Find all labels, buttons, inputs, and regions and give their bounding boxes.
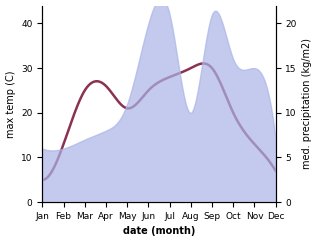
Y-axis label: max temp (C): max temp (C) — [5, 70, 16, 138]
X-axis label: date (month): date (month) — [123, 227, 195, 236]
Y-axis label: med. precipitation (kg/m2): med. precipitation (kg/m2) — [302, 38, 313, 169]
